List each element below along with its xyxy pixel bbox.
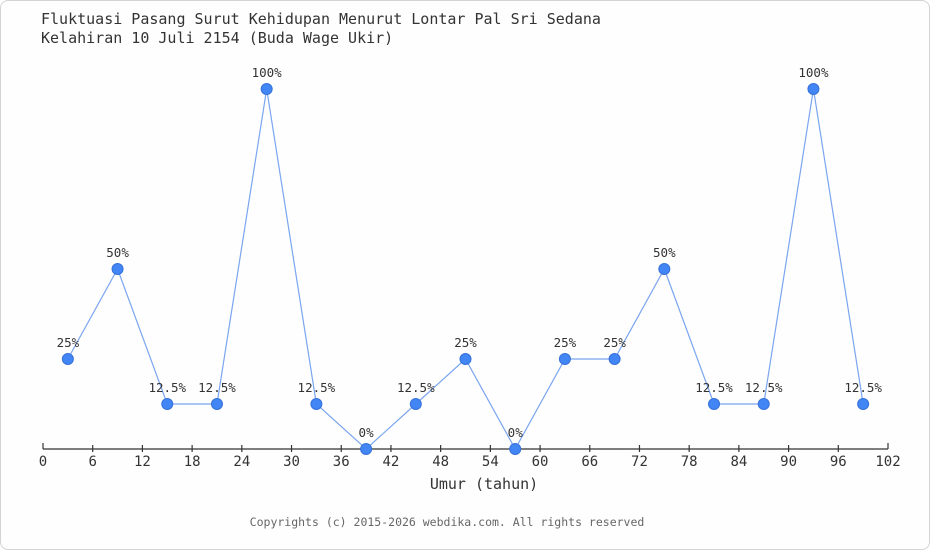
x-axis-tick-label: 0 — [39, 454, 47, 470]
x-axis-tick-label: 102 — [875, 454, 900, 470]
data-point-label: 0% — [508, 425, 524, 440]
data-point-label: 12.5% — [148, 380, 186, 395]
data-point-label: 12.5% — [298, 380, 336, 395]
x-axis-title: Umur (tahun) — [429, 475, 539, 493]
data-point — [558, 353, 571, 365]
line-series — [67, 88, 864, 451]
data-point — [857, 398, 870, 410]
data-point — [807, 83, 820, 95]
data-point — [459, 353, 472, 365]
data-point — [509, 443, 522, 455]
data-point-label: 25% — [603, 335, 626, 350]
data-point-label: 25% — [554, 335, 577, 350]
x-axis-tick-label: 24 — [233, 454, 250, 470]
data-point — [658, 263, 671, 275]
chart-title-line1: Fluktuasi Pasang Surut Kehidupan Menurut… — [41, 10, 601, 28]
x-axis-tick-label: 78 — [681, 454, 698, 470]
x-axis-tick-label: 72 — [631, 454, 648, 470]
x-axis-tick-label: 54 — [482, 454, 499, 470]
data-point-label: 50% — [106, 245, 129, 260]
data-point — [61, 353, 74, 365]
copyright-footer: Copyrights (c) 2015-2026 webdika.com. Al… — [249, 515, 645, 529]
x-axis-tick-label: 6 — [88, 454, 96, 470]
x-axis-tick-label: 12 — [134, 454, 151, 470]
data-point-label: 25% — [57, 335, 80, 350]
x-axis-tick-label: 90 — [780, 454, 797, 470]
x-axis-tick-label: 96 — [830, 454, 847, 470]
data-point — [260, 83, 273, 95]
x-axis-tick-label: 48 — [432, 454, 449, 470]
data-point — [608, 353, 621, 365]
x-axis-tick-label: 84 — [730, 454, 747, 470]
x-axis-tick-label: 42 — [383, 454, 400, 470]
data-point-label: 50% — [653, 245, 676, 260]
data-point-label: 12.5% — [844, 380, 882, 395]
data-point — [210, 398, 223, 410]
x-axis-tick-label: 60 — [532, 454, 549, 470]
x-axis-tick-label: 36 — [333, 454, 350, 470]
data-point-label: 100% — [798, 65, 829, 80]
data-point — [111, 263, 124, 275]
data-point — [757, 398, 770, 410]
data-point — [310, 398, 323, 410]
chart-title-line2: Kelahiran 10 Juli 2154 (Buda Wage Ukir) — [41, 29, 394, 47]
data-point-label: 12.5% — [695, 380, 733, 395]
data-point-label: 100% — [252, 65, 283, 80]
x-axis-tick-label: 18 — [184, 454, 201, 470]
data-point — [409, 398, 422, 410]
data-point — [360, 443, 373, 455]
data-point-label: 0% — [359, 425, 375, 440]
chart-title: Fluktuasi Pasang Surut Kehidupan Menurut… — [41, 10, 601, 48]
data-point — [708, 398, 721, 410]
data-point-label: 12.5% — [198, 380, 236, 395]
data-point-label: 25% — [454, 335, 477, 350]
data-point — [161, 398, 174, 410]
x-axis-tick-label: 66 — [581, 454, 598, 470]
data-point-label: 12.5% — [745, 380, 783, 395]
data-point-label: 12.5% — [397, 380, 435, 395]
x-axis-tick-label: 30 — [283, 454, 300, 470]
